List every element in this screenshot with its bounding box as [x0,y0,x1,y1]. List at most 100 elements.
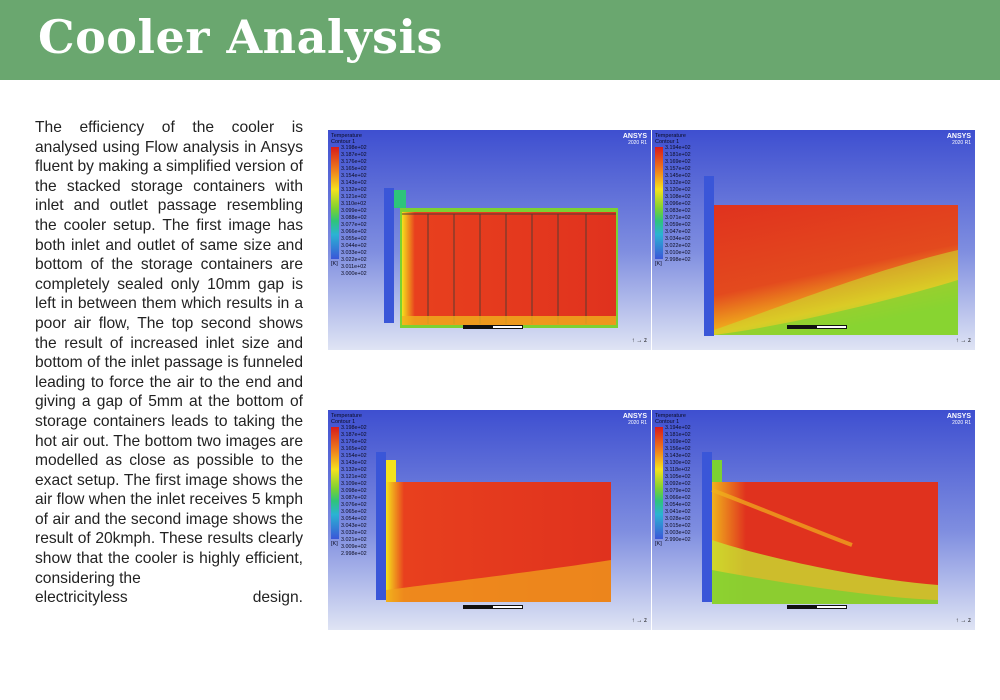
color-scale-bar [331,427,339,539]
legend-value: 3.088e+02 [341,215,367,221]
legend-unit: [K] [331,261,338,267]
ansys-logo: ANSYS 2020 R1 [622,413,647,426]
legend-value: 3.156e+02 [665,446,691,452]
legend-value: 2.998e+02 [341,551,367,557]
contour-plot-1 [384,188,618,328]
legend-value: 3.083e+02 [665,208,691,214]
legend-unit: [K] [331,541,338,547]
description-paragraph: The efficiency of the cooler is analysed… [35,119,303,587]
legend-value: 3.087e+02 [341,495,367,501]
page-title: Cooler Analysis [38,10,443,64]
legend-value: 3.187e+02 [341,432,367,438]
color-scale-bar [655,427,663,539]
legend-value: 3.055e+02 [341,236,367,242]
legend-value: 3.044e+02 [341,243,367,249]
color-scale-bar [331,147,339,259]
legend-value: 3.121e+02 [341,474,367,480]
legend-value: 3.176e+02 [341,159,367,165]
legend-value: 3.120e+02 [665,187,691,193]
legend-value: 2.990e+02 [665,537,691,543]
simulation-figure-1: Temperature Contour 1 3.198e+02 3.187e+02 3… [328,130,651,350]
legend-value: 3.118e+02 [665,467,691,473]
color-scale-bar [655,147,663,259]
legend-value: 3.145e+02 [665,173,691,179]
legend-title: Temperature Contour 1 [331,413,362,425]
legend-value: 3.165e+02 [341,446,367,452]
simulation-figure-3: Temperature Contour 1 3.198e+02 3.187e+02 3… [328,410,651,630]
legend-value: 3.176e+02 [341,439,367,445]
description-last-line: electricityless design. [35,589,303,607]
axis-triad: ↑ → z [955,618,971,624]
ansys-logo: ANSYS 2020 R1 [946,133,971,146]
legend-value: 3.198e+02 [341,145,367,151]
legend-value: 3.059e+02 [665,222,691,228]
legend-value: 3.130e+02 [665,460,691,466]
legend-value: 3.022e+02 [341,257,367,263]
ansys-logo: ANSYS 2020 R1 [946,413,971,426]
contour-plot-4 [702,452,938,604]
legend-value: 3.169e+02 [665,439,691,445]
legend-values: 3.198e+02 3.187e+02 3.176e+02 3.165e+02 3.15… [341,145,367,278]
legend-value: 3.109e+02 [341,481,367,487]
legend-value: 3.054e+02 [341,516,367,522]
legend-value: 3.154e+02 [341,173,367,179]
legend-values: 3.198e+02 3.187e+02 3.176e+02 3.165e+02 3.15… [341,425,367,558]
legend-value: 3.181e+02 [665,152,691,158]
legend-value: 3.043e+02 [341,523,367,529]
legend-value: 3.054e+02 [665,502,691,508]
legend-value: 3.132e+02 [341,187,367,193]
legend-value: 3.108e+02 [665,194,691,200]
legend-value: 3.022e+02 [665,243,691,249]
legend-value: 3.121e+02 [341,194,367,200]
legend-value: 3.041e+02 [665,509,691,515]
legend-value: 3.187e+02 [341,152,367,158]
legend-title: Temperature Contour 1 [655,133,686,145]
legend-value: 3.092e+02 [665,481,691,487]
legend-value: 3.066e+02 [665,495,691,501]
legend-value: 3.077e+02 [341,222,367,228]
axis-triad: ↑ → z [955,338,971,344]
legend-title: Temperature Contour 1 [655,413,686,425]
scale-bar [463,325,523,329]
legend-value: 3.028e+02 [665,516,691,522]
legend-value: 3.157e+02 [665,166,691,172]
legend-value: 3.132e+02 [341,467,367,473]
legend-value: 3.076e+02 [341,502,367,508]
legend-value: 3.065e+02 [341,509,367,515]
legend-value: 3.032e+02 [341,530,367,536]
contour-plot-2 [704,176,958,336]
simulation-figure-4: Temperature Contour 1 3.194e+02 3.181e+02 3… [652,410,975,630]
legend-value: 3.021e+02 [341,537,367,543]
legend-value: 3.169e+02 [665,159,691,165]
legend-value: 3.194e+02 [665,145,691,151]
legend-value: 3.181e+02 [665,432,691,438]
legend-values: 3.194e+02 3.181e+02 3.169e+02 3.156e+02 3.14… [665,425,691,544]
legend-title: Temperature Contour 1 [331,133,362,145]
legend-value: 3.099e+02 [341,208,367,214]
axis-triad: ↑ → z [631,338,647,344]
legend-value: 3.143e+02 [341,460,367,466]
legend-value: 3.034e+02 [665,236,691,242]
legend-value: 3.066e+02 [341,229,367,235]
scale-bar [463,605,523,609]
legend-value: 3.010e+02 [665,250,691,256]
scale-bar [787,605,847,609]
legend-value: 3.015e+02 [665,523,691,529]
legend-value: 3.011e+02 [341,264,367,270]
contour-plot-3 [376,452,611,602]
legend-value: 3.096e+02 [665,201,691,207]
legend-value: 3.079e+02 [665,488,691,494]
legend-unit: [K] [655,541,662,547]
legend-value: 3.154e+02 [341,453,367,459]
description-text: The efficiency of the cooler is analysed… [35,118,303,608]
legend-value: 3.009e+02 [341,544,367,550]
legend-value: 3.110e+02 [341,201,367,207]
legend-value: 3.143e+02 [341,180,367,186]
legend-value: 3.000e+02 [341,271,367,277]
legend-value: 2.998e+02 [665,257,691,263]
ansys-logo: ANSYS 2020 R1 [622,133,647,146]
axis-triad: ↑ → z [631,618,647,624]
legend-value: 3.132e+02 [665,180,691,186]
legend-value: 3.047e+02 [665,229,691,235]
legend-value: 3.003e+02 [665,530,691,536]
